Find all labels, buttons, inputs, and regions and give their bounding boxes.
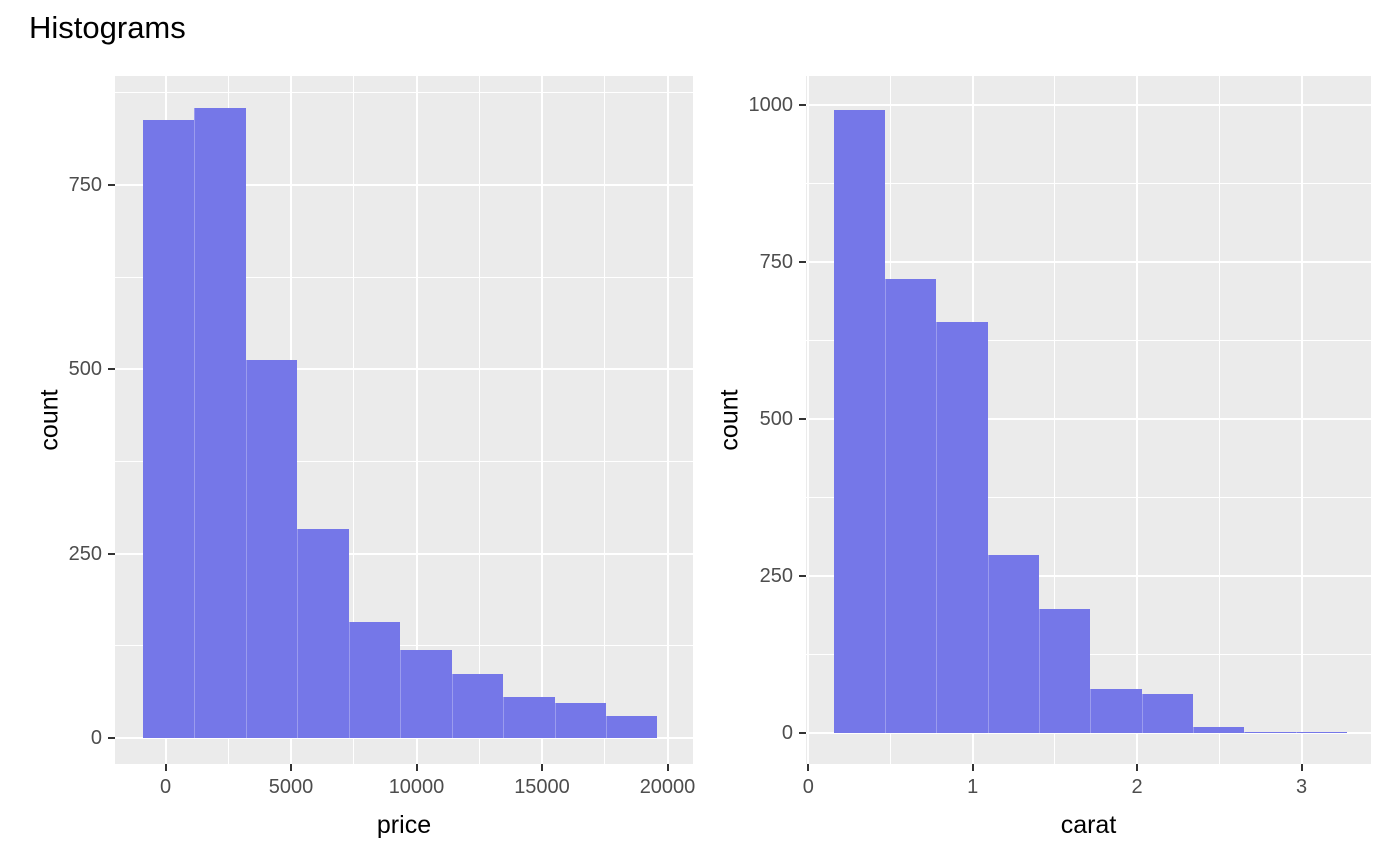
x-axis-title: price — [376, 811, 432, 839]
y-tick-mark — [108, 183, 115, 186]
minor-gridline-y — [806, 497, 1371, 498]
histogram-bar — [348, 622, 401, 738]
major-gridline-y — [806, 104, 1371, 106]
y-tick-mark — [108, 737, 115, 739]
minor-gridline-y — [115, 92, 693, 94]
x-tick-label: 3 — [1295, 776, 1308, 798]
major-gridline-y — [115, 368, 693, 371]
major-gridline-y — [115, 183, 693, 186]
major-gridline-x — [1300, 76, 1303, 764]
y-tick-mark — [799, 261, 806, 263]
major-gridline-x — [666, 76, 669, 764]
y-tick-mark — [108, 368, 115, 371]
minor-gridline-y — [115, 460, 693, 462]
x-tick-label: 1 — [967, 776, 979, 798]
major-gridline-y — [806, 575, 1371, 577]
y-tick-mark — [799, 732, 806, 734]
major-gridline-x — [1136, 76, 1139, 764]
histogram-bar — [833, 110, 885, 733]
figure-title: Histograms — [29, 10, 186, 45]
y-tick-label: 750 — [68, 173, 102, 196]
y-tick-label: 250 — [68, 542, 102, 565]
x-tick-label: 15000 — [514, 776, 570, 798]
histogram-bar — [554, 703, 606, 738]
major-gridline-x — [807, 76, 810, 764]
x-tick-mark — [541, 764, 543, 771]
major-gridline-y — [115, 737, 693, 739]
major-gridline-y — [806, 418, 1371, 420]
x-tick-label: 2 — [1131, 776, 1143, 798]
x-tick-mark — [807, 764, 810, 771]
histogram-bar — [1141, 694, 1193, 733]
y-tick-label: 1000 — [748, 94, 794, 116]
y-tick-mark — [799, 104, 806, 106]
minor-gridline-y — [115, 645, 693, 647]
major-gridline-y — [806, 261, 1371, 263]
y-tick-mark — [108, 552, 115, 555]
histogram-bar — [884, 278, 937, 733]
minor-gridline-x — [1054, 76, 1056, 764]
x-tick-mark — [1300, 764, 1303, 771]
y-tick-label: 0 — [90, 727, 102, 749]
major-gridline-x — [415, 76, 418, 764]
major-gridline-x — [541, 76, 543, 764]
y-tick-label: 500 — [759, 408, 793, 430]
histogram-bar — [1244, 731, 1296, 733]
x-tick-mark — [290, 764, 292, 771]
y-tick-mark — [799, 418, 806, 420]
x-tick-mark — [415, 764, 418, 771]
minor-gridline-y — [806, 183, 1371, 184]
histogram-bar — [245, 359, 298, 738]
minor-gridline-y — [806, 340, 1371, 341]
histogram-bar — [987, 554, 1039, 733]
histogram-bar — [1038, 608, 1091, 733]
x-tick-label: 5000 — [268, 776, 314, 798]
x-axis-title: carat — [1060, 811, 1117, 839]
histogram-bar — [451, 673, 504, 738]
y-axis-title: count — [35, 389, 64, 451]
x-tick-label: 0 — [802, 776, 814, 798]
histogram-bar — [936, 322, 988, 733]
histogram-bar — [1192, 726, 1245, 733]
x-tick-mark — [666, 764, 669, 771]
x-tick-label: 10000 — [388, 776, 445, 798]
histogram-bar — [400, 650, 452, 738]
y-tick-label: 500 — [68, 358, 102, 381]
x-tick-mark — [971, 764, 974, 771]
histogram-bar — [503, 697, 555, 738]
histogram-bar — [297, 528, 349, 738]
histogram-bar — [142, 119, 195, 738]
y-tick-label: 0 — [781, 722, 793, 744]
major-gridline-y — [806, 732, 1371, 734]
x-tick-label: 20000 — [639, 776, 696, 798]
major-gridline-y — [115, 552, 693, 555]
y-tick-label: 250 — [759, 565, 793, 587]
minor-gridline-x — [1218, 76, 1220, 764]
minor-gridline-x — [478, 76, 480, 764]
histogram-bar — [606, 715, 658, 738]
x-tick-mark — [164, 764, 167, 771]
y-tick-label: 750 — [759, 251, 793, 273]
y-axis-title: count — [715, 389, 744, 451]
histogram-bar — [194, 108, 246, 738]
y-tick-mark — [799, 575, 806, 577]
x-tick-label: 0 — [159, 776, 172, 798]
histogram-bar — [1090, 689, 1142, 733]
minor-gridline-x — [353, 76, 355, 764]
minor-gridline-x — [604, 76, 606, 764]
histogram-bar — [1295, 731, 1347, 733]
minor-gridline-y — [115, 276, 693, 278]
x-tick-mark — [1136, 764, 1139, 771]
